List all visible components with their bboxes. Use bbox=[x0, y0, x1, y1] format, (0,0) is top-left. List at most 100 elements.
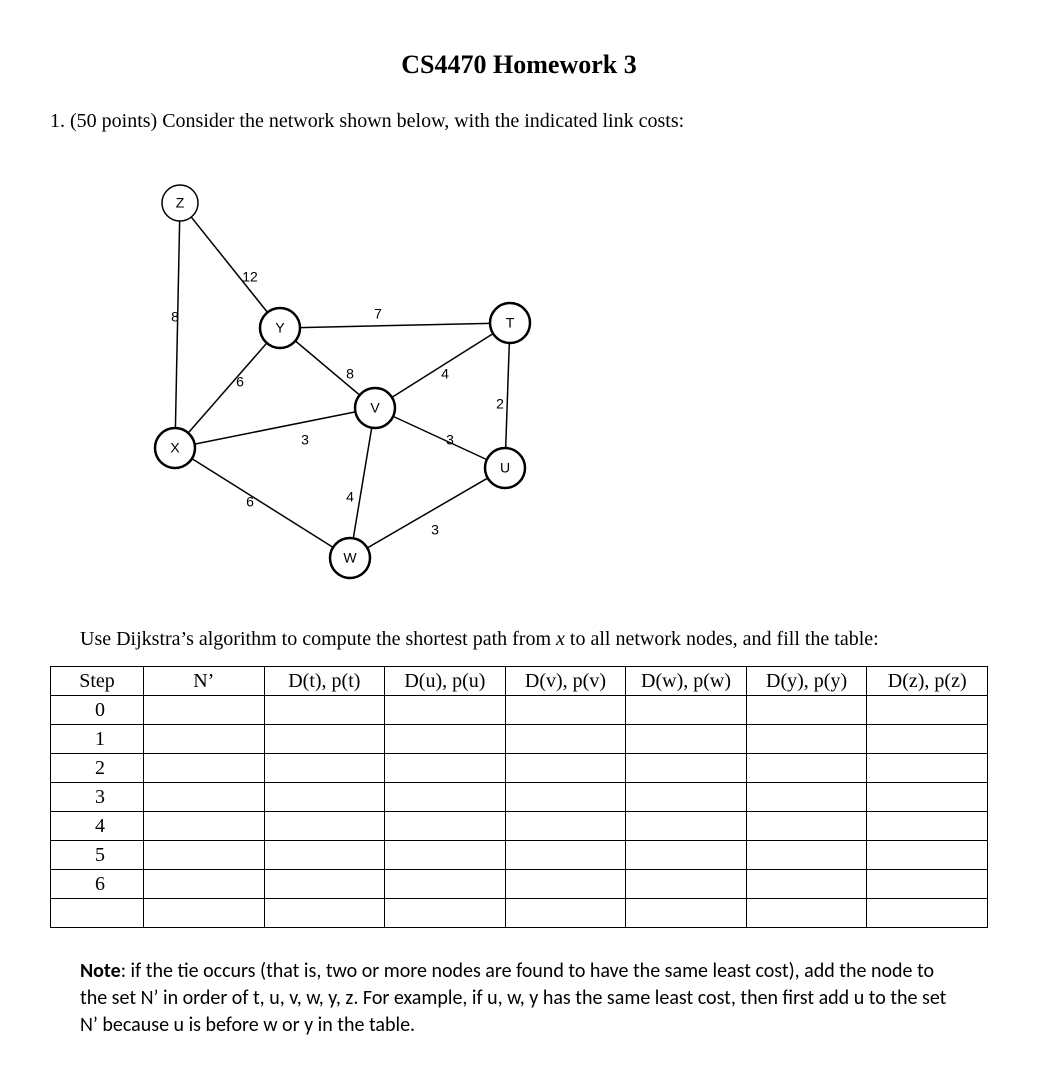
table-cell bbox=[385, 812, 506, 841]
table-cell bbox=[746, 841, 867, 870]
table-cell bbox=[626, 754, 747, 783]
table-cell bbox=[626, 696, 747, 725]
table-cell bbox=[867, 812, 988, 841]
table-cell bbox=[264, 696, 385, 725]
note-text: Note: if the tie occurs (that is, two or… bbox=[80, 958, 958, 1039]
node-label-X: X bbox=[170, 440, 180, 456]
table-cell bbox=[144, 899, 265, 928]
table-cell: 4 bbox=[51, 812, 144, 841]
node-label-U: U bbox=[500, 460, 510, 476]
table-cell bbox=[626, 783, 747, 812]
table-cell bbox=[505, 754, 626, 783]
question-prefix: 1. (50 points) bbox=[50, 110, 162, 132]
table-cell bbox=[746, 870, 867, 899]
edge-T-U bbox=[506, 343, 510, 448]
edge-V-U bbox=[393, 416, 487, 459]
table-header-row: StepN’D(t), p(t)D(u), p(u)D(v), p(v)D(w)… bbox=[51, 667, 988, 696]
table-cell bbox=[505, 725, 626, 754]
table-cell bbox=[144, 812, 265, 841]
instruction-post: to all network nodes, and fill the table… bbox=[565, 628, 879, 650]
edge-weight-Y-T: 7 bbox=[374, 306, 382, 322]
node-label-Y: Y bbox=[275, 320, 285, 336]
table-cell bbox=[505, 783, 626, 812]
node-label-T: T bbox=[506, 315, 515, 331]
edge-weight-Z-Y: 12 bbox=[242, 269, 258, 285]
edge-X-V bbox=[195, 412, 356, 444]
edge-weight-V-U: 3 bbox=[446, 432, 454, 448]
table-cell bbox=[505, 841, 626, 870]
table-row: 2 bbox=[51, 754, 988, 783]
table-row: 5 bbox=[51, 841, 988, 870]
edge-weight-X-W: 6 bbox=[246, 494, 254, 510]
table-header-cell: D(w), p(w) bbox=[626, 667, 747, 696]
table-cell bbox=[385, 783, 506, 812]
edge-weight-V-T: 4 bbox=[441, 366, 449, 382]
edge-Z-Y bbox=[191, 217, 267, 312]
table-cell bbox=[264, 841, 385, 870]
table-header-cell: D(y), p(y) bbox=[746, 667, 867, 696]
table-cell bbox=[385, 754, 506, 783]
edge-Y-T bbox=[300, 323, 490, 327]
table-cell bbox=[867, 783, 988, 812]
table-header-cell: N’ bbox=[144, 667, 265, 696]
table-cell bbox=[385, 725, 506, 754]
instruction-pre: Use Dijkstra’s algorithm to compute the … bbox=[80, 628, 556, 650]
table-cell bbox=[144, 783, 265, 812]
page-title: CS4470 Homework 3 bbox=[50, 50, 988, 80]
table-cell bbox=[746, 754, 867, 783]
node-label-W: W bbox=[343, 550, 357, 566]
edge-X-W bbox=[192, 459, 333, 548]
edge-weight-V-W: 4 bbox=[346, 489, 354, 505]
table-cell bbox=[867, 754, 988, 783]
table-cell bbox=[144, 754, 265, 783]
table-cell bbox=[385, 696, 506, 725]
table-cell: 5 bbox=[51, 841, 144, 870]
table-cell bbox=[505, 812, 626, 841]
page: CS4470 Homework 3 1. (50 points) Conside… bbox=[0, 0, 1038, 1079]
question-1: 1. (50 points) Consider the network show… bbox=[50, 110, 988, 133]
instruction-var: x bbox=[556, 628, 565, 650]
edge-weight-X-V: 3 bbox=[301, 432, 309, 448]
table-cell bbox=[867, 899, 988, 928]
table-cell bbox=[867, 725, 988, 754]
table-cell bbox=[626, 725, 747, 754]
node-label-V: V bbox=[370, 400, 380, 416]
table-cell bbox=[505, 870, 626, 899]
table-header-cell: D(v), p(v) bbox=[505, 667, 626, 696]
table-cell bbox=[746, 812, 867, 841]
table-cell bbox=[264, 870, 385, 899]
edge-weight-T-U: 2 bbox=[496, 396, 504, 412]
table-cell bbox=[51, 899, 144, 928]
table-row bbox=[51, 899, 988, 928]
edge-W-U bbox=[367, 478, 487, 548]
edge-weight-Z-X: 8 bbox=[171, 309, 179, 325]
edge-weight-W-U: 3 bbox=[431, 522, 439, 538]
table-cell bbox=[385, 899, 506, 928]
table-cell bbox=[505, 696, 626, 725]
table-cell bbox=[867, 841, 988, 870]
table-header-cell: D(z), p(z) bbox=[867, 667, 988, 696]
edge-weight-X-Y: 6 bbox=[236, 374, 244, 390]
table-header-cell: D(t), p(t) bbox=[264, 667, 385, 696]
table-cell bbox=[264, 754, 385, 783]
table-cell bbox=[264, 783, 385, 812]
table-cell bbox=[385, 870, 506, 899]
edge-X-Y bbox=[188, 343, 267, 433]
table-cell bbox=[144, 841, 265, 870]
table-cell bbox=[867, 696, 988, 725]
table-cell: 2 bbox=[51, 754, 144, 783]
table-cell bbox=[626, 899, 747, 928]
table-cell bbox=[144, 696, 265, 725]
table-row: 4 bbox=[51, 812, 988, 841]
network-diagram: ZYTVXUW 8127684233643 bbox=[50, 153, 610, 603]
table-cell bbox=[746, 725, 867, 754]
table-cell bbox=[264, 812, 385, 841]
table-row: 3 bbox=[51, 783, 988, 812]
table-cell bbox=[385, 841, 506, 870]
table-cell: 0 bbox=[51, 696, 144, 725]
table-cell bbox=[264, 725, 385, 754]
table-row: 6 bbox=[51, 870, 988, 899]
node-label-Z: Z bbox=[176, 195, 185, 211]
table-row: 0 bbox=[51, 696, 988, 725]
table-cell bbox=[505, 899, 626, 928]
